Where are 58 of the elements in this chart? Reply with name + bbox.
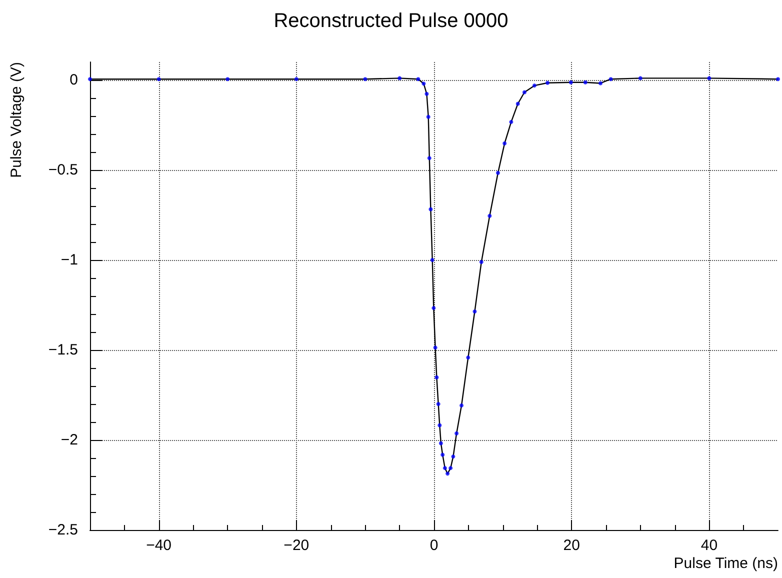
x-tick-label: 0: [430, 537, 438, 554]
x-tick-label: 20: [563, 537, 580, 554]
point: [707, 76, 712, 80]
point: [438, 441, 443, 446]
point: [448, 466, 453, 470]
point: [568, 80, 573, 84]
y-tick-label: −2: [60, 432, 78, 448]
point: [426, 114, 430, 119]
x-tick-label: −20: [284, 537, 310, 554]
point: [502, 141, 507, 146]
y-axis-title: Pulse Voltage (V): [8, 62, 25, 178]
point: [88, 77, 92, 82]
point: [466, 356, 470, 360]
point: [451, 454, 456, 459]
point: [436, 402, 440, 406]
point: [433, 346, 438, 350]
point: [434, 375, 439, 380]
point: [442, 466, 447, 470]
point: [446, 472, 450, 476]
point: [488, 214, 492, 218]
point: [522, 90, 526, 94]
x-axis-title: Pulse Time (ns): [674, 555, 778, 572]
point: [440, 452, 445, 457]
point: [156, 77, 161, 82]
point: [546, 80, 550, 85]
point: [294, 77, 298, 82]
x-tick-label: −40: [146, 537, 172, 554]
point: [608, 77, 613, 82]
point: [398, 76, 402, 80]
point: [509, 120, 514, 124]
point: [496, 170, 500, 175]
point: [363, 77, 368, 82]
point: [454, 431, 459, 436]
x-tick-label: 40: [700, 537, 718, 554]
point: [428, 207, 433, 212]
point: [638, 76, 642, 80]
point: [432, 306, 436, 310]
point: [422, 82, 426, 86]
y-tick-label: −1.5: [48, 342, 78, 358]
point: [438, 423, 442, 428]
point: [430, 258, 434, 262]
point: [416, 77, 420, 82]
y-tick-label: 0: [70, 72, 78, 88]
point: [598, 81, 602, 86]
y-tick-label: −0.5: [48, 162, 78, 178]
point: [583, 80, 588, 84]
point: [532, 84, 536, 88]
point: [776, 77, 780, 82]
chart-title: Reconstructed Pulse 0000: [274, 10, 508, 32]
y-tick-label: −2.5: [48, 522, 78, 538]
y-tick-label: −1: [60, 252, 78, 268]
point: [226, 77, 230, 82]
point: [424, 92, 429, 96]
point: [427, 156, 432, 160]
point: [479, 260, 484, 264]
point: [516, 102, 520, 106]
point: [460, 403, 464, 408]
point: [472, 309, 477, 314]
